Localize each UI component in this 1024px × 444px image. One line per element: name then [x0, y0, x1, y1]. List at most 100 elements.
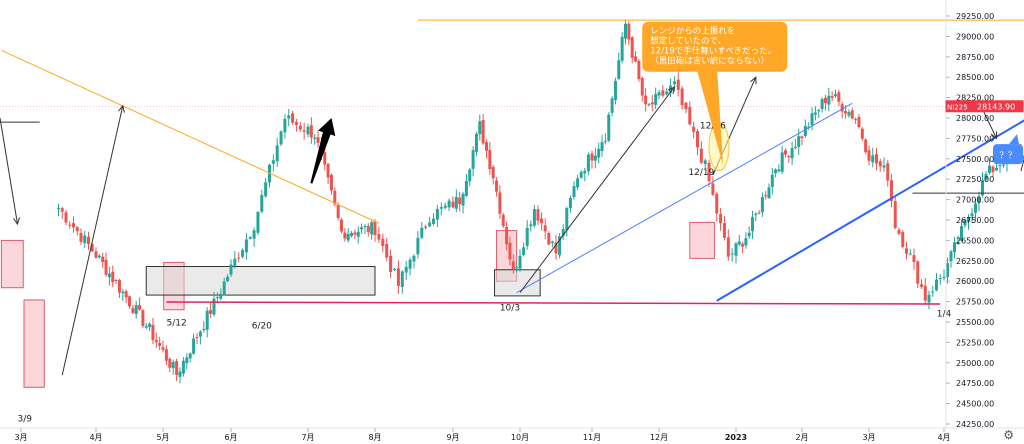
candle-body — [938, 278, 942, 280]
candle-body — [279, 131, 283, 145]
candle-body — [316, 137, 320, 143]
candle-body — [912, 255, 916, 263]
candle-body — [404, 266, 408, 273]
candle-body — [857, 117, 861, 128]
candle-body — [610, 98, 614, 113]
price-tick-label: 28250.00 — [956, 94, 994, 103]
candle-body — [458, 197, 462, 205]
candle-body — [518, 255, 522, 269]
price-tick-label: 26500.00 — [956, 236, 994, 245]
gear-icon[interactable]: ⚙ — [1003, 428, 1014, 442]
candle-body — [676, 79, 680, 90]
candle-body — [439, 207, 443, 209]
candle-body — [844, 111, 848, 114]
candle-body — [420, 227, 424, 238]
candle-body — [820, 99, 824, 109]
price-tick-label: 24750.00 — [956, 379, 994, 388]
candle-body — [998, 165, 1002, 167]
candle-body — [256, 212, 260, 233]
note-text-line: 12/19で手仕舞いすべきだった。 — [650, 46, 776, 57]
candle-body — [540, 218, 544, 224]
candle-body — [617, 60, 621, 79]
candle-body — [291, 113, 295, 123]
candle-body — [195, 337, 199, 339]
candle-body — [991, 166, 995, 173]
candle-body — [827, 95, 831, 105]
candle-body — [757, 212, 761, 214]
candle-body — [586, 154, 590, 172]
candle-body — [474, 133, 478, 152]
candle-body — [432, 218, 435, 224]
price-tick-label: 26750.00 — [956, 216, 994, 225]
price-tick-label: 26250.00 — [956, 257, 994, 266]
question-text: ？？ — [999, 151, 1016, 161]
candle-body — [222, 281, 226, 295]
candle-body — [134, 305, 138, 315]
candle-body — [57, 207, 60, 210]
candle-body — [416, 237, 420, 255]
candle-body — [741, 243, 745, 247]
candle-body — [396, 268, 400, 286]
note-callout[interactable]: レンジからの上振れを想定していたので、12/19で手仕舞いすべきだった。（黒田砲… — [642, 21, 1023, 166]
candle-body — [128, 296, 131, 307]
date-label: 5/12 — [166, 318, 186, 328]
candle-body — [803, 125, 807, 137]
arrow — [519, 86, 675, 293]
arrow-head — [118, 104, 125, 113]
candle-body — [356, 231, 360, 237]
thick-arrow — [310, 118, 336, 184]
candle-body — [543, 225, 547, 232]
range-box — [494, 269, 541, 297]
candle-body — [192, 338, 196, 354]
question-box — [993, 144, 1023, 165]
time-tick-label: 8月 — [368, 433, 381, 442]
candle-body — [963, 219, 967, 226]
candle-body — [114, 280, 118, 282]
candle-body — [597, 148, 601, 158]
candle-body — [850, 110, 854, 119]
candle-body — [650, 102, 654, 105]
candle-body — [730, 253, 734, 255]
date-label: 12/19 — [688, 168, 714, 178]
candle-body — [774, 169, 778, 174]
candle-body — [590, 153, 594, 161]
candle-body — [478, 121, 482, 135]
candle-body — [607, 114, 611, 141]
price-tick-label: 24250.00 — [956, 420, 994, 429]
candle-body — [377, 233, 381, 240]
candle-body — [373, 221, 377, 235]
candle-body — [333, 190, 337, 205]
candle-body — [722, 223, 726, 238]
candle-body — [688, 107, 692, 125]
candle-body — [64, 212, 68, 223]
candle-body — [178, 371, 182, 377]
candle-body — [946, 263, 949, 278]
candle-body — [854, 119, 858, 121]
price-tick-label: 25750.00 — [956, 298, 994, 307]
note-text-line: 想定していたので、 — [650, 36, 726, 47]
time-axis[interactable]: 3月 4月 5月 6月 7月 8月 9月 10月 11月 12月 2023 2月 3月 4月 — [0, 427, 1024, 442]
candle-body — [131, 308, 135, 313]
candle-body — [233, 258, 237, 266]
time-tick-label: 9月 — [446, 433, 459, 442]
price-axis[interactable]: 29250.00 29000.00 28750.00 28500.00 28250.00… — [945, 0, 1024, 429]
candle-body — [205, 310, 209, 330]
orange-trendline — [1, 49, 380, 224]
time-tick-label: 7月 — [301, 433, 314, 442]
candle-body — [215, 297, 219, 299]
candle-body — [988, 165, 991, 173]
candle-body — [784, 150, 787, 155]
candle-body — [424, 226, 428, 228]
price-tick-label: 27000.00 — [956, 196, 994, 205]
candle-body — [942, 276, 946, 278]
candle-body — [151, 324, 155, 340]
candle-body — [890, 180, 893, 201]
candle-body — [613, 80, 617, 100]
candle-body — [871, 155, 875, 163]
time-tick-label: 3月 — [14, 433, 27, 442]
candle-body — [603, 140, 607, 142]
question-pointer — [1009, 134, 1019, 145]
candle-body — [158, 342, 162, 346]
candle-body — [72, 223, 75, 228]
